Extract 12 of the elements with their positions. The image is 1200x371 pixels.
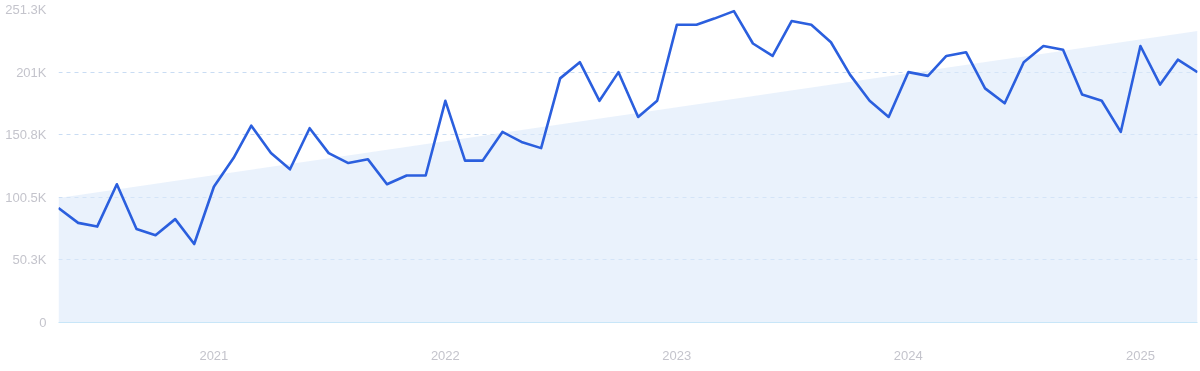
line-series xyxy=(58,9,1198,246)
x-tick-label: 2024 xyxy=(893,347,923,363)
y-tick-label: 100.5K xyxy=(5,189,47,205)
y-tick-label: 0 xyxy=(39,315,47,330)
y-tick-label: 50.3K xyxy=(12,252,47,268)
y-tick-label: 150.8K xyxy=(5,127,47,143)
x-tick-label: 2021 xyxy=(199,347,229,363)
x-tick-label: 2022 xyxy=(430,347,460,363)
y-tick-label: 201K xyxy=(16,64,47,80)
x-tick-label: 2025 xyxy=(1125,347,1155,363)
y-tick-label: 251.3K xyxy=(5,2,47,17)
x-tick-label: 2023 xyxy=(662,347,692,363)
